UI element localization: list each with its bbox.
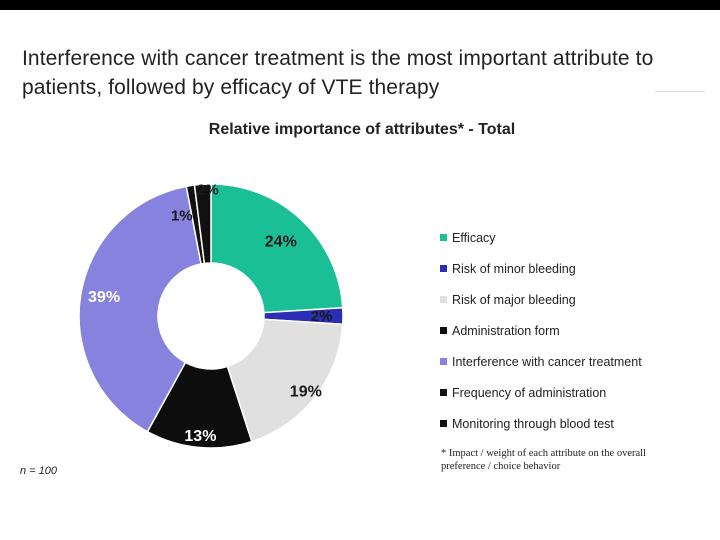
slice-efficacy [210, 183, 344, 314]
legend-item-interference-with-cancer-treatment: Interference with cancer treatment [440, 338, 642, 377]
legend-label: Efficacy [452, 230, 496, 245]
footnote: * Impact / weight of each attribute on t… [441, 448, 646, 472]
data-label-interference-with-cancer-treatment: 39% [88, 289, 120, 306]
top-bar [0, 0, 720, 10]
chart-legend: Efficacy Risk of minor bleeding Risk of ma… [440, 222, 642, 439]
legend-swatch [440, 296, 447, 303]
data-label-administration-form: 13% [184, 428, 216, 445]
legend-item-monitoring-through-blood-test: Monitoring through blood test [440, 400, 642, 439]
data-label-risk-of-major-bleeding: 19% [290, 383, 322, 400]
legend-label: Administration form [452, 323, 560, 338]
legend-swatch [440, 327, 447, 334]
slice-interference-with-cancer-treatment [78, 185, 202, 433]
legend-swatch [440, 389, 447, 396]
slide-headline: Interference with cancer treatment is th… [22, 47, 654, 99]
legend-item-risk-of-minor-bleeding: Risk of minor bleeding [440, 245, 642, 284]
header-divider [655, 91, 705, 92]
sample-size: n = 100 [20, 465, 58, 477]
legend-label: Risk of minor bleeding [452, 261, 576, 276]
data-label-frequency-of-administration: 1% [171, 207, 193, 224]
legend-swatch [440, 234, 447, 241]
slice-risk-of-major-bleeding [226, 318, 344, 443]
legend-label: Monitoring through blood test [452, 416, 614, 431]
legend-item-risk-of-major-bleeding: Risk of major bleeding [440, 276, 642, 315]
legend-swatch [440, 420, 447, 427]
chart-title: Relative importance of attributes* - Tot… [208, 121, 516, 138]
data-label-risk-of-minor-bleeding: 2% [311, 308, 333, 325]
legend-item-frequency-of-administration: Frequency of administration [440, 369, 642, 408]
legend-swatch [440, 358, 447, 365]
legend-swatch [440, 265, 447, 272]
data-label-efficacy: 24% [265, 234, 297, 251]
legend-item-administration-form: Administration form [440, 307, 642, 346]
data-label-monitoring-through-blood-test: 2% [197, 181, 219, 198]
slice-monitoring-through-blood-test [193, 183, 212, 265]
legend-label: Risk of major bleeding [452, 292, 576, 307]
legend-label: Interference with cancer treatment [452, 354, 642, 369]
legend-label: Frequency of administration [452, 385, 607, 400]
legend-item-efficacy: Efficacy [440, 222, 642, 253]
